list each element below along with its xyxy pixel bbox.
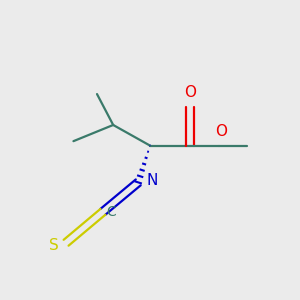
Text: N: N bbox=[146, 173, 158, 188]
Text: S: S bbox=[49, 238, 59, 253]
Text: C: C bbox=[106, 205, 116, 219]
Text: O: O bbox=[184, 85, 196, 100]
Text: O: O bbox=[215, 124, 227, 139]
